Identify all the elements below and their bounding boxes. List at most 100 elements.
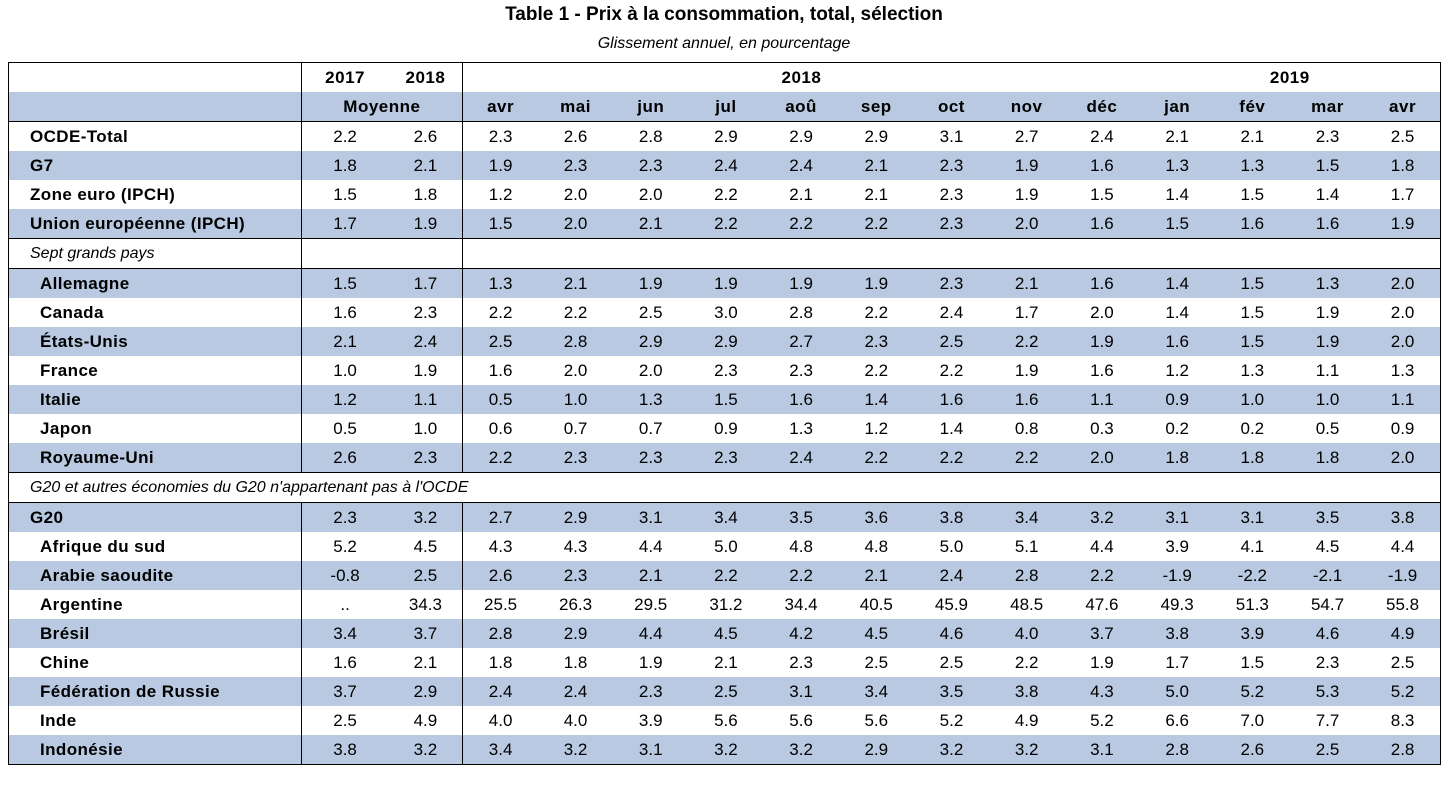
cell-average: 4.9 (413, 711, 438, 730)
cell-month: 1.3 (1139, 151, 1215, 180)
cell-month: 0.7 (638, 419, 663, 438)
cell-average: 1.7 (300, 209, 389, 239)
cell-month: 2.3 (1289, 121, 1366, 151)
cell-month: 5.0 (939, 537, 964, 556)
cell-average: 3.4 (300, 619, 389, 648)
cell-month: -2.2 (1214, 561, 1290, 590)
cell-month: 1.5 (1090, 185, 1114, 204)
cell-month: 3.4 (838, 677, 914, 706)
cell-month: 3.2 (1064, 502, 1140, 532)
row-label: États-Unis (8, 327, 302, 356)
table-row: Inde 2.5 4.9 4.0 4.0 3.9 5.6 5.6 5.6 5.2 4.9 5.2 6.6… (9, 706, 1441, 735)
header-month: avr (462, 92, 538, 122)
cell-month: 2.5 (1289, 735, 1366, 765)
cell-average: 1.9 (413, 361, 438, 380)
cell-month: 1.6 (1064, 151, 1140, 180)
cell-average: 5.2 (300, 532, 389, 561)
table-row: Allemagne 1.5 1.7 1.3 2.1 1.9 1.9 1.9 1.9 2.3 2.1 1… (8, 268, 1441, 298)
cell-month: 3.8 (1139, 619, 1215, 648)
cell-average: 2.6 (300, 443, 389, 473)
cell-month: 4.5 (688, 619, 764, 648)
cell-month: 2.4 (763, 443, 839, 473)
header-month: aoû (763, 92, 839, 122)
cell-month: 40.5 (859, 595, 893, 614)
cell-month: 4.1 (1240, 537, 1265, 556)
row-label: Chine (40, 653, 90, 672)
cell-month: 2.9 (838, 735, 914, 765)
cell-month: 0.8 (1014, 419, 1039, 438)
table-title: Table 1 - Prix à la consommation, total,… (505, 4, 943, 25)
row-label: G20 (8, 502, 302, 532)
row-label: Brésil (8, 619, 302, 648)
cell-month: 1.8 (1214, 443, 1290, 473)
cell-month: 1.9 (989, 151, 1065, 180)
cell-month: 2.1 (714, 653, 738, 672)
cell-month: 3.2 (537, 735, 614, 765)
table-subtitle: Glissement annuel, en pourcentage (597, 35, 851, 52)
cell-month: 1.8 (563, 653, 588, 672)
cell-month: 2.2 (462, 298, 538, 327)
cell-month: 3.1 (763, 677, 839, 706)
table-row: Afrique du sud 5.2 4.5 4.3 4.3 4.4 5.0 4.8 4.8 5.… (9, 532, 1441, 561)
cell-month: 4.4 (613, 619, 689, 648)
cell-month: 1.9 (1289, 327, 1366, 356)
cell-month: 2.0 (563, 361, 588, 380)
header-month: mar (1289, 92, 1366, 122)
header-month: jan (1139, 92, 1215, 122)
row-label: Argentine (40, 595, 123, 614)
cell-average: 3.7 (300, 677, 389, 706)
cell-month: 1.3 (1289, 268, 1366, 298)
cell-month: 3.9 (1165, 537, 1189, 556)
cell-month: 51.3 (1235, 595, 1269, 614)
cell-month: 29.5 (634, 595, 668, 614)
cell-average: 2.6 (388, 121, 463, 151)
cell-month: 2.4 (462, 677, 538, 706)
cell-month: 1.0 (1214, 385, 1290, 414)
cell-month: 1.3 (1390, 361, 1415, 380)
cell-month: 1.9 (613, 268, 689, 298)
cell-month: 2.5 (939, 653, 964, 672)
cell-month: 7.0 (1240, 711, 1265, 730)
cell-month: 2.3 (838, 327, 914, 356)
cell-month: 34.4 (784, 595, 818, 614)
cell-month: 3.0 (714, 303, 738, 322)
cell-month: 0.9 (1139, 385, 1215, 414)
cell-month: 5.6 (864, 711, 889, 730)
cell-month: 4.0 (989, 619, 1065, 648)
cell-month: 3.4 (688, 502, 764, 532)
cell-month: 2.1 (838, 561, 914, 590)
cell-month: 2.4 (1064, 121, 1140, 151)
cell-month: 3.2 (989, 735, 1065, 765)
cell-month: 2.3 (462, 121, 538, 151)
cell-month: 1.4 (1165, 185, 1189, 204)
cell-month: 4.3 (462, 532, 538, 561)
cell-month: 2.3 (613, 151, 689, 180)
cell-month: 2.1 (1139, 121, 1215, 151)
table-row: Italie 1.2 1.1 0.5 1.0 1.3 1.5 1.6 1.4 1.6 1.6 1.1 0… (8, 385, 1441, 414)
cell-month: 2.8 (989, 561, 1065, 590)
cell-month: 4.4 (638, 537, 663, 556)
cell-average: 1.2 (300, 385, 389, 414)
cell-month: 3.2 (763, 735, 839, 765)
header-month: mai (537, 92, 614, 122)
cell-month: 2.4 (763, 151, 839, 180)
cell-month: 2.4 (913, 561, 990, 590)
cell-month: 1.9 (1014, 185, 1039, 204)
cell-month: 2.3 (913, 268, 990, 298)
cell-month: 54.7 (1310, 595, 1345, 614)
row-label: Royaume-Uni (8, 443, 302, 473)
cell-month: 2.0 (1090, 303, 1114, 322)
cell-average: 3.8 (300, 735, 389, 765)
cell-month: 1.8 (1139, 443, 1215, 473)
row-label: Afrique du sud (40, 537, 166, 556)
cell-month: 5.0 (714, 537, 738, 556)
cell-average: 2.3 (413, 303, 438, 322)
cell-month: 2.2 (1064, 561, 1140, 590)
cell-average: 2.1 (388, 151, 463, 180)
cell-month: 2.3 (939, 185, 964, 204)
cell-month: 2.1 (838, 151, 914, 180)
cell-month: 1.6 (1214, 209, 1290, 239)
cell-month: 3.4 (462, 735, 538, 765)
cell-month: 2.2 (1014, 653, 1039, 672)
cell-month: 2.3 (613, 443, 689, 473)
